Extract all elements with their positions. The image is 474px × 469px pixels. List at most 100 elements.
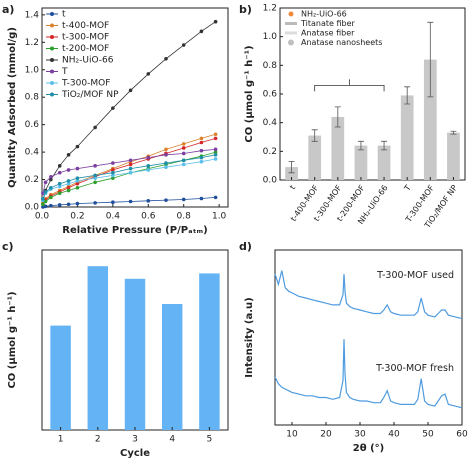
x-tick-label: 60: [456, 430, 468, 440]
data-point: [213, 153, 218, 157]
x-tick-label: 3: [132, 435, 138, 445]
x-axis-title: Cycle: [120, 448, 150, 459]
x-tick-label: 10: [286, 430, 298, 440]
panel-label: b): [239, 3, 252, 16]
legend-label: t-300-MOF: [62, 33, 109, 43]
legend-label: Anatase fiber: [301, 29, 355, 38]
data-point: [93, 125, 97, 130]
legend-marker: [50, 35, 54, 39]
data-point: [199, 29, 204, 34]
legend-icon: [288, 39, 294, 46]
y-tick-label: 0.0: [263, 176, 278, 186]
legend-marker: [50, 23, 54, 28]
legend-label: T-300-MOF: [61, 79, 110, 89]
annotation: T-300-MOF fresh: [375, 363, 454, 374]
bracket: [314, 79, 385, 92]
data-point: [75, 201, 80, 206]
data-point: [75, 185, 80, 190]
bar: [87, 266, 109, 430]
x-tick-label: 40: [388, 430, 400, 440]
data-point: [164, 165, 168, 169]
panel-label: d): [239, 240, 252, 253]
error-bar: [288, 160, 295, 174]
data-point: [66, 179, 71, 183]
data-point: [49, 185, 53, 190]
legend-icon: [285, 31, 297, 35]
data-point: [213, 157, 218, 161]
y-tick-label: 1.2: [263, 4, 277, 14]
x-tick-label: 0.0: [35, 212, 50, 222]
y-tick-label: 0.8: [25, 93, 40, 103]
data-point: [43, 204, 48, 209]
data-point: [128, 166, 133, 171]
error-bar: [381, 140, 388, 151]
data-point: [164, 198, 168, 202]
bar: [308, 135, 322, 180]
data-point: [41, 191, 45, 196]
data-point: [128, 88, 133, 93]
x-tick-label: 4: [169, 435, 175, 445]
data-point: [57, 181, 62, 186]
legend-label: Titanate fiber: [300, 19, 356, 28]
data-point: [213, 147, 218, 152]
y-axis-title: Intensity (a.u): [244, 297, 255, 378]
legend-icon: [288, 11, 294, 17]
legend-label: TiO₂/MOF NP: [61, 90, 119, 100]
data-point: [66, 153, 71, 157]
data-point: [146, 168, 151, 172]
data-point: [164, 161, 168, 165]
legend-marker: [50, 46, 54, 51]
data-point: [146, 155, 151, 160]
data-point: [128, 158, 133, 163]
data-point: [199, 159, 204, 164]
y-tick-label: 0.8: [263, 61, 278, 71]
y-axis-title: CO (μmol g⁻¹ h⁻¹): [7, 291, 18, 388]
legend-marker: [50, 92, 54, 97]
legend-icon: [285, 22, 297, 25]
y-tick-label: 1.2: [25, 38, 39, 48]
x-tick-label: 0.4: [106, 212, 121, 222]
data-point: [199, 148, 204, 153]
data-point: [146, 164, 151, 168]
x-tick-label: 1.0: [212, 212, 227, 222]
x-tick-label: 0.6: [141, 212, 156, 222]
x-tick-label: 0.2: [70, 212, 84, 222]
data-point: [93, 176, 97, 180]
data-point: [41, 196, 45, 201]
bar: [400, 95, 414, 180]
x-tick-label: 2: [95, 435, 101, 445]
legend-label: NH₂-UiO-66: [62, 56, 114, 66]
y-tick-label: 0.2: [25, 175, 39, 185]
data-point: [57, 184, 62, 189]
plot-frame: [274, 249, 463, 426]
data-point: [43, 190, 48, 194]
data-point: [164, 147, 168, 152]
x-tick-label: 5: [207, 435, 213, 445]
error-bar: [311, 129, 318, 142]
data-point: [181, 162, 186, 167]
data-point: [57, 191, 62, 196]
error-bar: [450, 130, 457, 135]
data-point: [49, 195, 53, 200]
data-point: [57, 164, 62, 168]
data-point: [111, 168, 115, 172]
data-point: [111, 200, 115, 204]
legend-label: t-400-MOF: [62, 21, 109, 31]
data-point: [128, 170, 133, 175]
data-point: [93, 173, 97, 178]
data-point: [75, 166, 80, 171]
data-point: [128, 199, 133, 204]
panel-label: c): [2, 240, 14, 253]
y-tick-label: 0.4: [263, 118, 278, 128]
y-tick-label: 0.6: [25, 120, 40, 130]
data-point: [111, 176, 115, 180]
data-point: [213, 132, 218, 137]
data-point: [41, 202, 45, 207]
data-point: [181, 158, 186, 163]
data-point: [111, 161, 115, 165]
data-point: [199, 140, 204, 145]
data-point: [146, 199, 151, 203]
x-tick-label: 50: [422, 430, 434, 440]
bar: [124, 278, 146, 430]
